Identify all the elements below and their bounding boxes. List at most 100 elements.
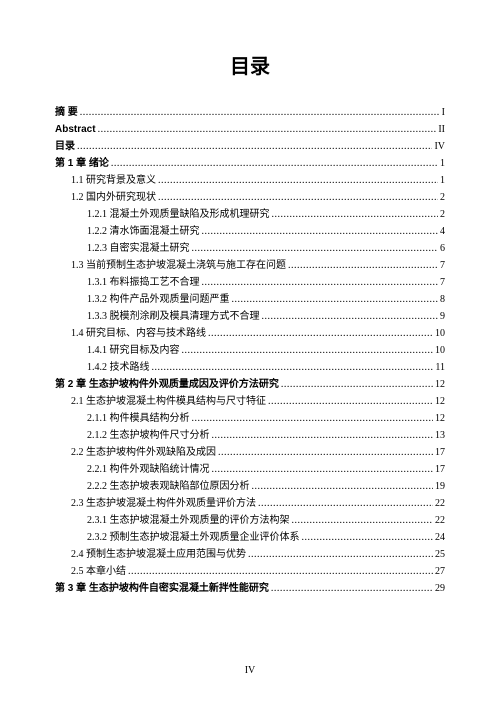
toc-entry-page: 7 <box>440 257 445 274</box>
toc-entry: 目录 IV <box>55 138 445 155</box>
toc-entry-page: 4 <box>440 223 445 240</box>
toc-entry: 1.2.3 自密实混凝土研究 6 <box>55 240 445 257</box>
toc-entry-dots <box>152 359 434 376</box>
toc-entry: 1.2.1 混凝土外观质量缺陷及形成机理研究 2 <box>55 206 445 223</box>
toc-entry-page: 19 <box>435 478 445 495</box>
toc-entry-dots <box>111 155 438 172</box>
toc-entry-label: 1.4.2 技术路线 <box>87 359 150 376</box>
toc-entry-dots <box>128 563 433 580</box>
toc-entry-label: Abstract <box>55 121 96 138</box>
toc-entry-dots <box>252 478 434 495</box>
toc-entry: 1.4.2 技术路线 11 <box>55 359 445 376</box>
toc-entry-page: 27 <box>435 563 445 580</box>
toc-entry-label: 1.4 研究目标、内容与技术路线 <box>71 325 206 342</box>
toc-entry-label: 2.1 生态护坡混凝土构件模具结构与尺寸特征 <box>71 393 266 410</box>
toc-entry-page: 1 <box>440 172 445 189</box>
toc-list: 摘 要IAbstractII目录IV第 1 章 绪论11.1 研究背景及意义11… <box>55 104 445 597</box>
toc-entry-page: 2 <box>440 206 445 223</box>
toc-entry-dots <box>248 546 433 563</box>
toc-entry-dots <box>77 138 432 155</box>
toc-entry: 1.2 国内外研究现状 2 <box>55 189 445 206</box>
toc-entry: 2.2 生态护坡构件外观缺陷及成因17 <box>55 444 445 461</box>
toc-entry: 1.3 当前预制生态护坡混凝土浇筑与施工存在问题 7 <box>55 257 445 274</box>
toc-entry-label: 1.2.1 混凝土外观质量缺陷及形成机理研究 <box>87 206 270 223</box>
toc-entry-label: 2.1.2 生态护坡构件尺寸分析 <box>87 427 210 444</box>
toc-entry-dots <box>218 444 433 461</box>
toc-entry-label: 1.1 研究背景及意义 <box>71 172 156 189</box>
toc-entry-dots <box>262 308 439 325</box>
toc-entry-page: 13 <box>435 427 445 444</box>
toc-entry: 第 1 章 绪论1 <box>55 155 445 172</box>
toc-entry-dots <box>202 274 439 291</box>
toc-entry-label: 1.4.1 研究目标及内容 <box>87 342 180 359</box>
toc-entry: 1.1 研究背景及意义 1 <box>55 172 445 189</box>
toc-entry-dots <box>268 393 433 410</box>
toc-entry-label: 2.4 预制生态护坡混凝土应用范围与优势 <box>71 546 246 563</box>
toc-entry: 2.2.1 构件外观缺陷统计情况 17 <box>55 461 445 478</box>
toc-entry-dots <box>271 580 433 597</box>
toc-entry-page: 17 <box>435 461 445 478</box>
toc-entry-dots <box>192 240 439 257</box>
toc-entry-label: 1.2.3 自密实混凝土研究 <box>87 240 190 257</box>
toc-entry-dots <box>158 172 438 189</box>
toc-entry-page: 6 <box>440 240 445 257</box>
toc-entry-label: 2.2 生态护坡构件外观缺陷及成因 <box>71 444 216 461</box>
toc-entry-dots <box>232 291 439 308</box>
toc-entry-page: 25 <box>435 546 445 563</box>
toc-entry-dots <box>258 495 433 512</box>
toc-entry: 1.4 研究目标、内容与技术路线 10 <box>55 325 445 342</box>
toc-entry: 第 2 章 生态护坡构件外观质量成因及评价方法研究 12 <box>55 376 445 393</box>
toc-entry-label: 2.5 本章小结 <box>71 563 126 580</box>
toc-entry-page: 12 <box>435 393 445 410</box>
toc-entry-label: 2.3 生态护坡混凝土构件外观质量评价方法 <box>71 495 256 512</box>
toc-entry-dots <box>212 461 434 478</box>
toc-entry: 2.3.1 生态护坡混凝土外观质量的评价方法构架22 <box>55 512 445 529</box>
toc-entry-label: 目录 <box>55 138 75 155</box>
toc-entry-label: 摘 要 <box>55 104 78 121</box>
toc-entry: 1.3.1 布料振捣工艺不合理 7 <box>55 274 445 291</box>
toc-entry: 第 3 章 生态护坡构件自密实混凝土新拌性能研究29 <box>55 580 445 597</box>
toc-entry: 2.4 预制生态护坡混凝土应用范围与优势 25 <box>55 546 445 563</box>
toc-entry-page: 7 <box>440 274 445 291</box>
toc-entry-label: 1.3.3 脱模剂涂刷及模具清理方式不合理 <box>87 308 260 325</box>
toc-entry: AbstractII <box>55 121 445 138</box>
toc-entry-page: 10 <box>435 325 445 342</box>
toc-entry-label: 2.2.2 生态护坡表观缺陷部位原因分析 <box>87 478 250 495</box>
toc-entry-page: 24 <box>435 529 445 546</box>
toc-entry-page: 12 <box>435 376 445 393</box>
toc-entry: 1.3.2 构件产品外观质量问题严重 8 <box>55 291 445 308</box>
toc-entry-label: 2.3.2 预制生态护坡混凝土外观质量企业评价体系 <box>87 529 300 546</box>
toc-entry-label: 第 2 章 生态护坡构件外观质量成因及评价方法研究 <box>55 376 279 393</box>
toc-entry-page: IV <box>434 138 445 155</box>
toc-entry: 2.2.2 生态护坡表观缺陷部位原因分析 19 <box>55 478 445 495</box>
toc-entry-label: 1.3.1 布料振捣工艺不合理 <box>87 274 200 291</box>
page-number: IV <box>0 665 500 676</box>
toc-entry-dots <box>80 104 440 121</box>
toc-entry-label: 2.1.1 构件模具结构分析 <box>87 410 190 427</box>
toc-entry-dots <box>208 325 433 342</box>
toc-entry-dots <box>292 512 434 529</box>
toc-title: 目录 <box>55 50 445 79</box>
toc-entry-dots <box>98 121 437 138</box>
toc-entry: 1.2.2 清水饰面混凝土研究 4 <box>55 223 445 240</box>
toc-entry: 2.1.1 构件模具结构分析 12 <box>55 410 445 427</box>
toc-entry-label: 2.2.1 构件外观缺陷统计情况 <box>87 461 210 478</box>
toc-entry-page: 10 <box>435 342 445 359</box>
toc-entry-dots <box>281 376 433 393</box>
toc-entry-page: 12 <box>435 410 445 427</box>
toc-entry-page: 11 <box>435 359 445 376</box>
toc-entry-label: 第 3 章 生态护坡构件自密实混凝土新拌性能研究 <box>55 580 269 597</box>
toc-entry-page: I <box>442 104 445 121</box>
toc-entry: 2.1.2 生态护坡构件尺寸分析 13 <box>55 427 445 444</box>
toc-entry: 摘 要I <box>55 104 445 121</box>
toc-entry-label: 1.3 当前预制生态护坡混凝土浇筑与施工存在问题 <box>71 257 286 274</box>
toc-entry-page: 8 <box>440 291 445 308</box>
toc-entry-label: 1.3.2 构件产品外观质量问题严重 <box>87 291 230 308</box>
toc-entry-dots <box>288 257 438 274</box>
toc-entry-label: 1.2.2 清水饰面混凝土研究 <box>87 223 200 240</box>
toc-entry-dots <box>202 223 439 240</box>
toc-entry-label: 1.2 国内外研究现状 <box>71 189 156 206</box>
toc-entry: 1.3.3 脱模剂涂刷及模具清理方式不合理9 <box>55 308 445 325</box>
toc-entry-page: 2 <box>440 189 445 206</box>
toc-entry-dots <box>272 206 439 223</box>
